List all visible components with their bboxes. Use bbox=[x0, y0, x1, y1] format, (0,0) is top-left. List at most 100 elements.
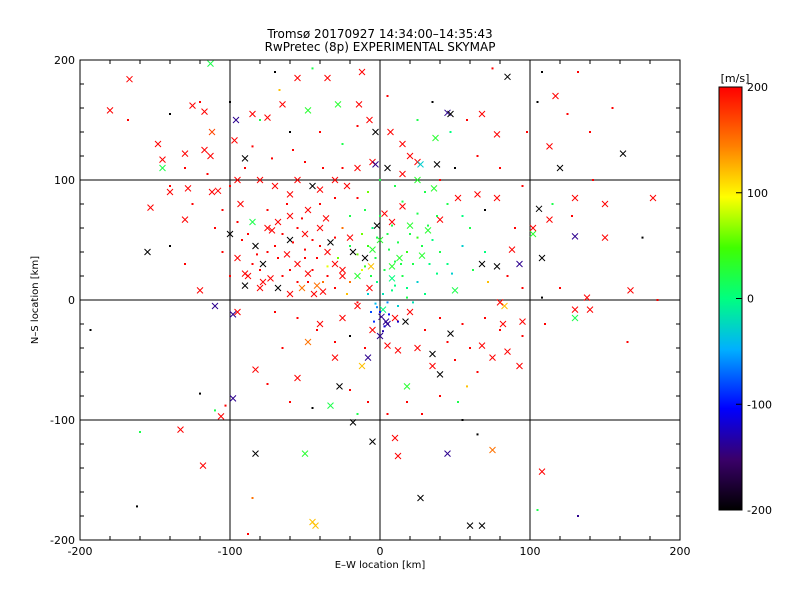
scatter-marker-x bbox=[256, 284, 264, 292]
scatter-point-dot bbox=[416, 281, 419, 283]
scatter-point-dot bbox=[383, 269, 386, 271]
scatter-marker-x bbox=[264, 224, 271, 232]
scatter-point-dot bbox=[304, 161, 306, 163]
scatter-marker-x bbox=[343, 182, 351, 190]
scatter-marker-x bbox=[384, 342, 391, 349]
scatter-point-dot bbox=[221, 209, 224, 211]
scatter-marker-x bbox=[366, 284, 373, 292]
scatter-point-dot bbox=[454, 359, 456, 361]
scatter-marker-x bbox=[294, 260, 301, 268]
scatter-point-dot bbox=[397, 320, 399, 323]
scatter-marker-x bbox=[339, 314, 346, 322]
scatter-point-dot bbox=[214, 227, 216, 229]
scatter-point-dot bbox=[577, 71, 579, 73]
scatter-point-dot bbox=[476, 371, 479, 373]
scatter-point-dot bbox=[367, 293, 369, 295]
scatter-marker-x bbox=[436, 216, 444, 223]
scatter-marker-x bbox=[201, 108, 208, 115]
scatter-point-dot bbox=[236, 221, 239, 223]
scatter-marker-x bbox=[493, 194, 501, 202]
scatter-marker-x bbox=[391, 314, 399, 322]
scatter-point-dot bbox=[406, 287, 408, 289]
scatter-marker-x bbox=[372, 128, 379, 136]
scatter-point-dot bbox=[391, 224, 393, 227]
scatter-marker-x bbox=[406, 308, 414, 316]
scatter-point-dot bbox=[406, 401, 408, 403]
scatter-marker-x bbox=[552, 92, 559, 100]
scatter-marker-x bbox=[310, 290, 318, 298]
scatter-marker-x bbox=[159, 164, 166, 172]
scatter-point-dot bbox=[281, 347, 284, 349]
scatter-point-dot bbox=[431, 101, 434, 103]
scatter-marker-x bbox=[226, 230, 234, 238]
scatter-marker-x bbox=[424, 227, 432, 234]
scatter-point-dot bbox=[274, 311, 276, 313]
scatter-marker-x bbox=[433, 161, 441, 168]
scatter-point-dot bbox=[334, 236, 336, 239]
scatter-marker-x bbox=[417, 161, 424, 168]
scatter-point-dot bbox=[326, 265, 329, 268]
axis-ticks: -200 -100 0 100 200 -200 -100 0 100 200 bbox=[50, 54, 690, 558]
scatter-point-dot bbox=[356, 301, 359, 304]
scatter-point-dot bbox=[373, 320, 375, 323]
colorbar-tick-label: -200 bbox=[747, 504, 772, 517]
scatter-marker-x bbox=[252, 450, 259, 457]
scatter-marker-x bbox=[283, 251, 291, 258]
scatter-point-dot bbox=[307, 281, 309, 283]
scatter-point-dot bbox=[214, 409, 216, 412]
scatter-point-dot bbox=[424, 191, 426, 193]
scatter-marker-x bbox=[331, 354, 339, 361]
scatter-point-dot bbox=[641, 236, 644, 239]
scatter-marker-x bbox=[381, 210, 388, 217]
scatter-marker-x bbox=[286, 212, 294, 220]
scatter-point-dot bbox=[349, 281, 351, 283]
scatter-marker-x bbox=[313, 282, 321, 289]
scatter-marker-x bbox=[339, 266, 346, 274]
scatter-marker-x bbox=[304, 206, 312, 214]
scatter-point-dot bbox=[374, 302, 377, 305]
scatter-marker-x bbox=[301, 230, 309, 238]
scatter-point-dot bbox=[281, 233, 284, 235]
y-tick-label: 0 bbox=[68, 294, 75, 307]
scatter-point-dot bbox=[296, 317, 299, 319]
scatter-marker-x bbox=[394, 452, 402, 460]
chart-subtitle: RwPretec (8p) EXPERIMENTAL SKYMAP bbox=[264, 40, 496, 54]
scatter-marker-x bbox=[346, 234, 354, 241]
scatter-marker-x bbox=[249, 218, 256, 226]
x-tick-label: 200 bbox=[670, 545, 691, 558]
scatter-point-dot bbox=[326, 275, 329, 277]
x-tick-label: 100 bbox=[520, 545, 541, 558]
scatter-point-dot bbox=[446, 203, 449, 205]
scatter-point-dot bbox=[89, 329, 92, 331]
scatter-marker-x bbox=[432, 134, 439, 142]
scatter-marker-x bbox=[267, 275, 274, 282]
scatter-point-dot bbox=[224, 404, 227, 407]
scatter-point-dot bbox=[521, 287, 524, 289]
scatter-point-dot bbox=[461, 323, 464, 325]
scatter-marker-x bbox=[312, 522, 319, 529]
scatter-marker-x bbox=[241, 282, 249, 289]
scatter-point-dot bbox=[472, 269, 474, 271]
scatter-marker-x bbox=[388, 263, 396, 270]
scatter-point-dot bbox=[304, 257, 306, 259]
y-tick-label: 200 bbox=[54, 54, 75, 67]
scatter-marker-x bbox=[403, 383, 411, 390]
scatter-marker-x bbox=[493, 263, 501, 270]
scatter-point-dot bbox=[439, 317, 441, 319]
scatter-marker-x bbox=[339, 272, 346, 280]
scatter-point-dot bbox=[439, 395, 441, 397]
scatter-point-dot bbox=[484, 317, 486, 319]
scatter-point-dot bbox=[356, 197, 359, 199]
scatter-marker-x bbox=[516, 362, 523, 370]
colorbar-ticks: -200 -100 0 100 200 bbox=[736, 81, 772, 517]
scatter-marker-x bbox=[429, 350, 436, 358]
scatter-point-dot bbox=[322, 167, 324, 169]
scatter-point-dot bbox=[592, 179, 594, 181]
scatter-marker-x bbox=[406, 152, 414, 160]
scatter-point-dot bbox=[427, 224, 429, 227]
scatter-marker-x bbox=[249, 110, 256, 118]
scatter-point-dot bbox=[446, 263, 449, 265]
scatter-point-dot bbox=[412, 301, 414, 304]
scatter-marker-x bbox=[496, 299, 504, 306]
